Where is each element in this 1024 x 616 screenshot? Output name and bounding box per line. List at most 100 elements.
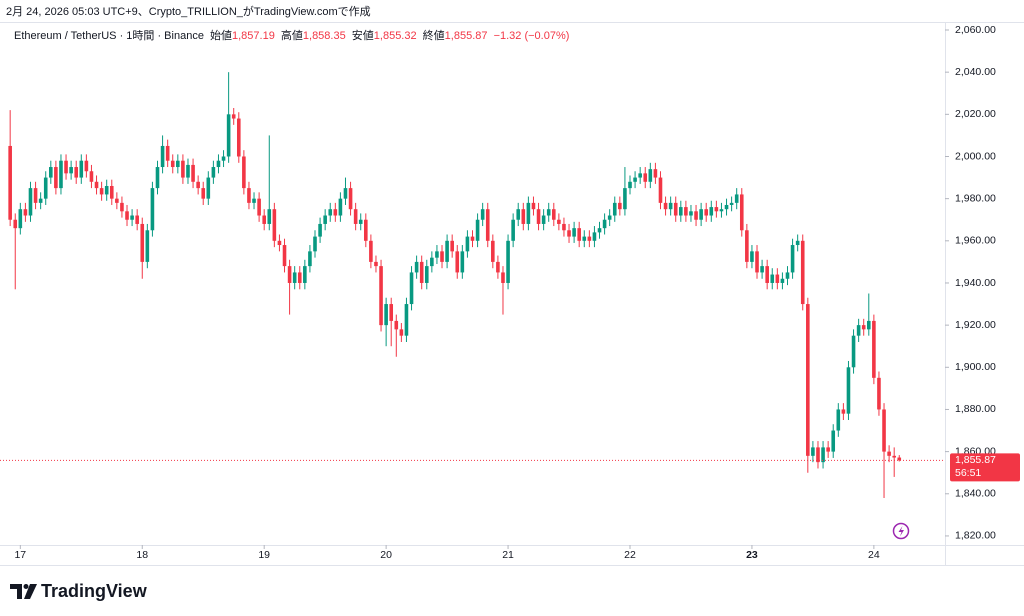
candle-body	[287, 266, 292, 283]
candle-body	[745, 230, 749, 262]
candle-body	[191, 164, 195, 182]
candle-body	[546, 209, 551, 216]
candle-body	[364, 219, 368, 241]
candle-body	[23, 209, 28, 216]
candle-body	[282, 245, 287, 267]
candle-body	[775, 274, 780, 283]
x-tick-label: 21	[502, 549, 514, 561]
candle-body	[785, 272, 790, 279]
candle-body	[841, 409, 846, 414]
candle-body	[419, 261, 424, 283]
logo-dot	[23, 584, 29, 589]
candle-body	[125, 211, 129, 220]
candle-body	[267, 209, 272, 224]
candle-body	[196, 181, 200, 189]
watermark: TradingView	[10, 581, 148, 601]
candle-body	[369, 240, 373, 262]
candle-body	[704, 209, 709, 216]
candle-body	[176, 160, 180, 168]
candle-body	[587, 236, 592, 241]
y-tick-label: 1,840.00	[955, 488, 996, 500]
legend-close: 1,855.87	[445, 30, 488, 42]
candle-body	[338, 198, 343, 216]
candle-body	[384, 304, 388, 326]
candle-body	[846, 367, 851, 414]
candle-body	[460, 251, 465, 273]
candle-body	[521, 209, 526, 224]
replay-icon[interactable]	[892, 522, 910, 540]
candle-body	[333, 209, 338, 216]
candle-body	[653, 169, 658, 178]
candle-body	[750, 251, 754, 262]
candle-body	[577, 228, 581, 241]
candle-body	[186, 164, 190, 178]
candle-body	[150, 188, 155, 231]
candle-body	[84, 160, 89, 172]
candle-body	[612, 202, 617, 216]
candle-body	[866, 320, 871, 330]
candle-body	[699, 209, 703, 220]
candle-body	[470, 236, 475, 241]
candle-body	[353, 209, 358, 224]
candle-body	[379, 266, 383, 326]
candle-body	[765, 266, 769, 283]
legend-high-label: 高値	[281, 28, 303, 42]
candle-body	[861, 325, 866, 330]
candle-body	[719, 209, 724, 212]
legend-low-label: 安値	[352, 28, 374, 42]
candle-body	[262, 215, 266, 224]
candle-body	[231, 114, 236, 119]
x-tick-label: 20	[380, 549, 392, 561]
candle-body	[211, 167, 216, 178]
candle-body	[826, 447, 830, 452]
candle-body	[790, 245, 795, 273]
candle-body	[724, 204, 729, 210]
candle-body	[99, 188, 104, 195]
y-tick-label: 2,040.00	[955, 66, 996, 78]
candle-body	[165, 145, 170, 161]
candle-body	[328, 209, 333, 216]
legend-close-label: 終値	[423, 28, 445, 42]
x-tick-label: 18	[136, 549, 148, 561]
candle-body	[668, 202, 673, 210]
candle-body	[892, 455, 896, 458]
y-tick-label: 2,020.00	[955, 108, 996, 120]
legend-high: 1,858.35	[303, 30, 346, 42]
candle-body	[277, 240, 282, 246]
candle-body	[247, 188, 251, 203]
candle-body	[562, 223, 566, 231]
candle-body	[734, 194, 739, 203]
candle-body	[236, 118, 241, 157]
candle-body	[313, 236, 317, 252]
candle-body	[607, 215, 612, 220]
candle-body	[643, 173, 648, 182]
y-tick-label: 1,820.00	[955, 530, 996, 542]
candle-body	[49, 167, 53, 178]
candle-body	[242, 156, 246, 189]
candle-body	[582, 236, 587, 241]
candle-body	[511, 219, 515, 241]
candle-body	[887, 451, 891, 456]
candle-body	[323, 215, 327, 224]
candle-body	[496, 261, 500, 273]
legend-open: 1,857.19	[232, 30, 275, 42]
candle-body	[567, 230, 571, 237]
candle-body	[318, 223, 322, 237]
candle-body	[348, 188, 353, 210]
candle-body	[821, 447, 825, 463]
candle-body	[120, 202, 124, 212]
logo-v	[24, 584, 37, 599]
candle-body	[414, 261, 419, 273]
candle-body	[409, 272, 414, 305]
candle-body	[536, 209, 541, 224]
candle-body	[115, 198, 119, 203]
candle-body	[897, 457, 902, 461]
candle-body	[308, 251, 312, 267]
candle-body	[435, 251, 439, 258]
candle-body	[831, 430, 836, 452]
candle-body	[221, 156, 226, 161]
icon-bolt	[898, 526, 904, 537]
x-tick-label: 22	[624, 549, 636, 561]
candle-body	[739, 194, 744, 231]
